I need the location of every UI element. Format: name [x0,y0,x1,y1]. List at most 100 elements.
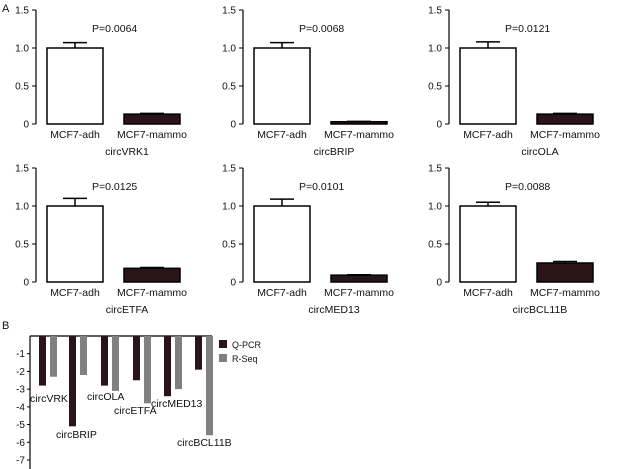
category-label: MCF7-mammo [324,287,394,299]
y-tick-label: 1.0 [428,44,442,55]
bar-MCF7-adh [459,205,517,283]
chart-circETFA: 0 0.5 1.0 1.5 MCF7-adh MCF7-mammo P=0.0125 circ… [15,164,187,317]
y-tick-label: 0.5 [15,82,29,93]
category-label: circETFA [114,405,157,417]
p-value-annotation: P=0.0101 [299,181,344,193]
bar-MCF7-adh [459,47,517,125]
chart-title: circMED13 [308,304,360,316]
bar-MCF7-mammo [536,262,594,283]
y-tick-label: 1.5 [428,164,442,175]
bar-MCF7-mammo [123,267,181,283]
y-tick-label: 0 [436,120,442,131]
y-tick-label: 0.5 [222,240,236,251]
y-tick-label: 1.5 [222,164,236,175]
y-tick-label: -5 [16,420,25,431]
y-tick-label: -4 [16,402,25,413]
y-tick-label: 0 [230,278,236,289]
legend-swatch-R-Seq [219,354,227,362]
category-label: MCF7-adh [463,129,513,141]
category-label: MCF7-adh [257,129,307,141]
category-label: MCF7-adh [50,129,100,141]
bar-circOLA-Q-PCR [101,336,108,386]
category-label: MCF7-mammo [324,129,394,141]
panel-b-chart: -1 -2 -3 -4 -5 -6 -7 circVRK circBRIP circOLA circ… [16,335,262,469]
category-label: circMED13 [151,398,203,410]
panel-a-charts: 0 0.5 1.0 1.5 MCF7-adh MCF7-mammo P=0.0064 circ… [15,6,600,317]
y-tick-label: 1.5 [15,6,29,17]
y-tick-label: 0.5 [15,240,29,251]
chart-circBRIP: 0 0.5 1.0 1.5 MCF7-adh MCF7-mammo P=0.0068 circ… [222,6,394,159]
panel-label-a: A [2,3,10,15]
y-tick-label: 1.0 [222,44,236,55]
y-tick-label: -7 [16,456,25,467]
bar-MCF7-adh [253,205,311,283]
category-label: MCF7-mammo [530,287,600,299]
y-tick-label: -6 [16,438,25,449]
p-value-annotation: P=0.0064 [92,23,137,35]
chart-circMED13: 0 0.5 1.0 1.5 MCF7-adh MCF7-mammo P=0.0101 circ… [222,164,394,317]
y-tick-label: 0 [436,278,442,289]
bar-MCF7-mammo [330,274,388,283]
category-label: MCF7-adh [50,287,100,299]
bar-circMED13-R-Seq [175,336,182,390]
chart-title: circVRK1 [105,146,149,158]
chart-circVRK1: 0 0.5 1.0 1.5 MCF7-adh MCF7-mammo P=0.0064 circ… [15,6,187,159]
y-tick-label: -1 [16,349,25,360]
bar-circVRK-Q-PCR [39,336,46,386]
legend-swatch-Q-PCR [219,340,227,348]
y-tick-label: 0.5 [428,82,442,93]
p-value-annotation: P=0.0125 [92,181,137,193]
category-label: MCF7-adh [463,287,513,299]
category-label: circOLA [87,391,124,403]
category-label: circVRK [30,393,68,405]
y-tick-label: 1.0 [428,202,442,213]
bar-MCF7-adh [253,47,311,125]
y-tick-label: -3 [16,385,25,396]
y-tick-label: 1.5 [428,6,442,17]
bar-circBCL11B-Q-PCR [195,336,202,370]
y-tick-label: 0 [23,278,29,289]
bar-MCF7-mammo [536,113,594,125]
y-tick-label: -2 [16,367,25,378]
chart-title: circOLA [521,146,558,158]
bar-MCF7-mammo [330,120,388,125]
y-tick-label: 0.5 [428,240,442,251]
y-tick-label: 1.0 [15,44,29,55]
y-tick-label: 1.5 [15,164,29,175]
y-tick-label: 1.5 [222,6,236,17]
category-label: MCF7-mammo [530,129,600,141]
p-value-annotation: P=0.0121 [505,23,550,35]
bar-circMED13-Q-PCR [164,336,171,397]
category-label: MCF7-mammo [117,129,187,141]
bar-MCF7-adh [46,47,104,125]
legend-label: R-Seq [232,354,258,364]
bar-circETFA-Q-PCR [133,336,140,381]
panel-label-b: B [2,320,9,332]
y-tick-label: 0 [230,120,236,131]
legend-label: Q-PCR [232,340,262,350]
chart-circOLA: 0 0.5 1.0 1.5 MCF7-adh MCF7-mammo P=0.0121 circ… [428,6,600,159]
bar-circETFA-R-Seq [144,336,151,404]
category-label: MCF7-adh [257,287,307,299]
bar-circVRK-R-Seq [50,336,57,377]
p-value-annotation: P=0.0068 [299,23,344,35]
chart-title: circBCL11B [513,304,568,316]
y-tick-label: 1.0 [222,202,236,213]
y-tick-label: 0.5 [222,82,236,93]
bar-circBCL11B-R-Seq [206,336,213,436]
chart-title: circBRIP [314,146,355,158]
chart-title: circETFA [106,304,149,316]
bar-MCF7-mammo [123,113,181,125]
category-label: circBCL11B [177,437,232,449]
y-tick-label: 1.0 [15,202,29,213]
category-label: MCF7-mammo [117,287,187,299]
p-value-annotation: P=0.0088 [505,181,550,193]
y-tick-label: 0 [23,120,29,131]
bar-circOLA-R-Seq [112,336,119,391]
bar-circBRIP-Q-PCR [69,336,76,427]
category-label: circBRIP [56,429,97,441]
bar-MCF7-adh [46,205,104,283]
bar-circBRIP-R-Seq [80,336,87,375]
chart-circBCL11B: 0 0.5 1.0 1.5 MCF7-adh MCF7-mammo P=0.0088 circ… [428,164,600,317]
